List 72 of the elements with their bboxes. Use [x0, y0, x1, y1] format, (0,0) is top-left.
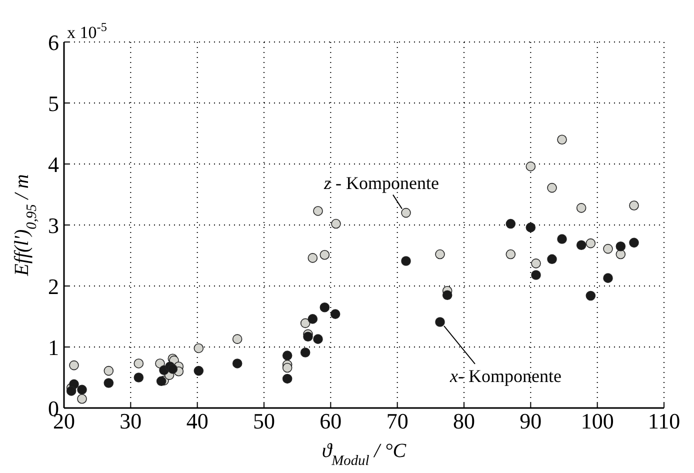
point: [547, 182, 557, 193]
point: [77, 394, 87, 404]
point: [531, 270, 541, 280]
point: [576, 240, 586, 250]
point: [194, 343, 204, 354]
point: [442, 290, 452, 300]
x-tick-label: 100: [580, 408, 614, 434]
x-tick-label: 90: [520, 408, 542, 434]
point: [232, 358, 242, 368]
point: [576, 203, 586, 213]
point: [308, 253, 318, 263]
point: [156, 376, 166, 386]
point: [320, 302, 330, 312]
point: [331, 218, 341, 229]
point: [320, 250, 330, 260]
point: [557, 134, 567, 144]
point: [603, 273, 613, 283]
point: [401, 256, 411, 266]
point: [616, 249, 626, 260]
point: [531, 258, 541, 268]
point: [134, 358, 144, 368]
y-tick-label: 1: [48, 334, 59, 360]
point: [300, 318, 310, 328]
point: [69, 360, 79, 370]
point: [282, 374, 292, 384]
point: [303, 332, 313, 342]
point: [168, 364, 178, 374]
x-tick-label: 80: [453, 408, 475, 434]
point: [506, 249, 516, 260]
y-tick-label: 3: [48, 212, 59, 238]
point: [194, 366, 204, 376]
point: [313, 334, 323, 344]
x-tick-label: 60: [320, 408, 342, 434]
point: [586, 290, 596, 301]
point: [506, 218, 516, 229]
point: [300, 348, 310, 358]
point: [104, 366, 114, 376]
point: [586, 238, 596, 248]
point: [629, 238, 639, 248]
x-tick-label: 30: [120, 408, 142, 434]
point: [104, 378, 114, 388]
point: [547, 254, 557, 264]
point: [77, 384, 87, 395]
point: [232, 334, 242, 344]
point: [526, 222, 536, 232]
point: [603, 244, 613, 254]
point: [629, 200, 639, 210]
x-tick-label: 70: [386, 408, 408, 434]
point: [282, 362, 292, 373]
point: [134, 372, 144, 382]
y-tick-label: 4: [48, 152, 59, 177]
annotation: x 10$^{-5}$: [67, 20, 107, 42]
x-tick-label: 50: [253, 408, 275, 434]
point: [66, 386, 76, 396]
annotation: x- Komponente: [449, 366, 562, 386]
point: [435, 249, 445, 260]
point: [435, 317, 445, 327]
point: [282, 350, 292, 360]
y-tick-label: 6: [48, 30, 59, 55]
x-axis-title: ϑ$_{Modul}$ / °C: [322, 440, 407, 469]
x-tick-label: 40: [186, 408, 208, 434]
point: [616, 241, 626, 252]
point: [557, 234, 567, 244]
point: [313, 206, 323, 216]
point: [330, 309, 340, 319]
y-tick-label: 2: [48, 274, 59, 299]
y-tick-label: 5: [48, 90, 59, 116]
annotation: z - Komponente: [323, 172, 439, 193]
x-tick-label: 110: [648, 408, 680, 434]
point: [526, 162, 536, 172]
point: [308, 314, 318, 324]
point: [401, 208, 411, 218]
